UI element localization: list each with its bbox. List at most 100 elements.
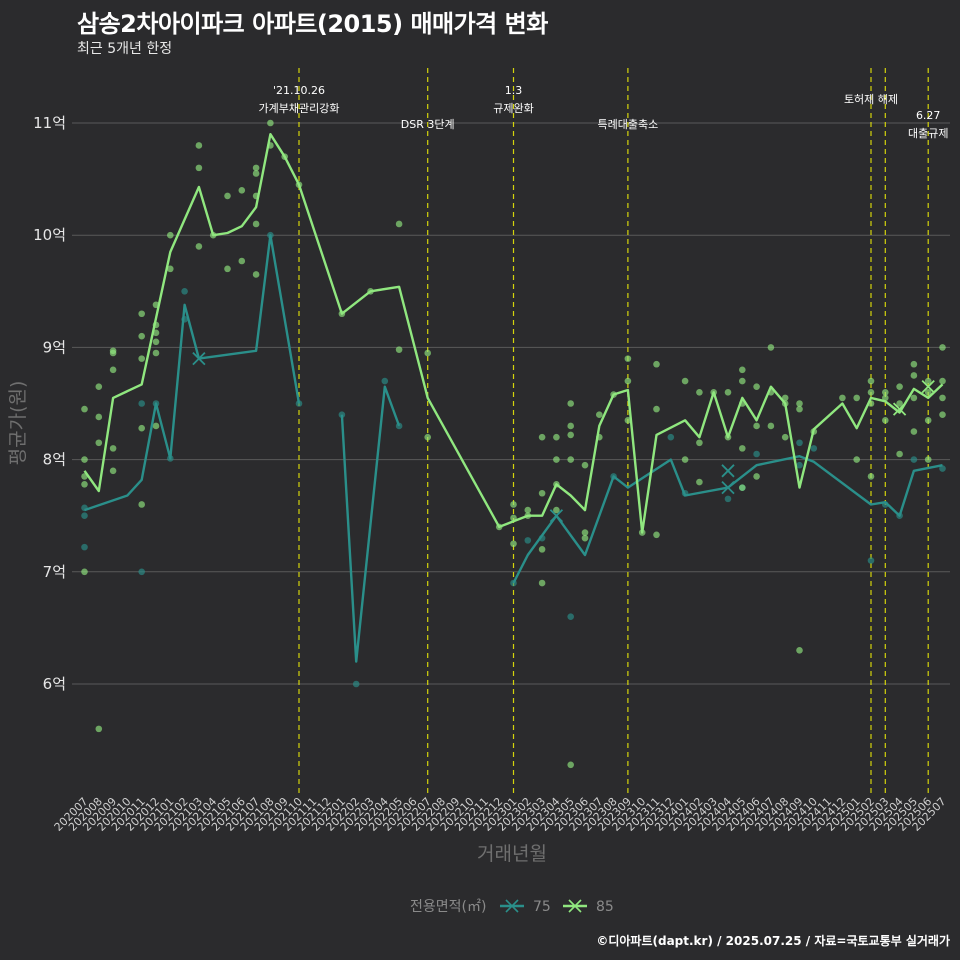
data-point-75 [352,680,360,688]
data-point-85 [252,170,260,177]
legend: 전용면적(㎡) 75 85 [410,899,614,915]
data-point-85 [81,480,88,488]
data-point-85 [939,377,946,385]
data-point-85 [567,422,574,430]
event-label: 1.3 [505,84,523,97]
data-point-85 [238,257,246,265]
data-point-85 [224,265,231,273]
y-tick-label: 8억 [43,451,66,469]
data-point-85 [138,424,145,432]
data-point-85 [152,349,160,357]
data-point-85 [109,366,117,374]
data-point-85 [395,220,403,228]
data-point-85 [510,501,517,508]
data-point-85 [109,349,117,357]
data-point-85 [252,220,260,228]
data-point-85 [781,394,789,402]
event-label: 대출규제 [908,127,948,140]
grid-layer: 6억 7억 8억 9억 10억 11억 [33,114,950,693]
data-point-85 [867,473,875,480]
data-point-85 [267,119,274,127]
data-point-75 [524,537,532,544]
data-point-85 [567,431,574,439]
data-point-85 [138,310,145,318]
data-point-85 [924,456,932,463]
data-point-85 [95,439,103,447]
data-point-85 [252,164,260,172]
data-point-85 [910,372,918,379]
series-line-85 [83,133,944,534]
marker-layer [192,351,935,523]
data-point-85 [95,725,103,733]
data-point-85 [739,445,746,452]
data-point-85 [796,647,803,654]
data-point-85 [567,400,574,407]
data-point-75 [910,456,918,463]
data-point-85 [624,355,632,362]
data-point-85 [753,473,760,480]
x-marker-85 [921,380,935,394]
data-point-85 [753,422,760,430]
data-point-85 [195,142,203,149]
data-point-85 [538,579,546,587]
data-point-85 [553,456,560,463]
data-point-85 [538,546,546,553]
data-point-75 [724,495,732,503]
data-point-85 [753,383,760,390]
data-point-75 [81,512,88,519]
x-marker-75 [721,464,735,478]
x-marker-75 [549,509,564,523]
data-point-85 [567,456,574,463]
y-tick-label: 9억 [43,338,66,356]
data-point-85 [553,506,560,514]
chart-title: 삼송2차아이파크 아파트(2015) 매매가격 변화 [77,10,548,38]
data-point-75 [381,377,389,385]
data-point-85 [152,422,160,430]
data-point-85 [896,383,903,390]
data-point-85 [424,433,432,441]
x-marker-85 [892,402,907,416]
data-point-85 [739,377,746,385]
legend-label-75: 75 [533,899,551,915]
data-point-85 [95,413,103,421]
data-point-85 [152,338,160,346]
data-point-85 [224,192,231,200]
event-label: 6.27 [916,109,941,122]
data-point-85 [939,394,946,402]
data-point-85 [767,422,775,430]
data-point-85 [882,417,889,424]
data-point-85 [767,344,775,351]
data-point-75 [667,433,675,441]
legend-item-85: 85 [563,899,614,915]
y-axis-title: 평균가(원) [7,381,29,466]
data-point-75 [567,613,574,620]
data-point-85 [896,450,903,458]
data-point-85 [567,761,574,769]
event-label: 특례대출축소 [598,118,659,131]
data-point-85 [867,377,875,385]
legend-item-75: 75 [500,899,551,915]
data-point-75 [138,568,145,576]
data-point-85 [81,456,88,463]
data-point-75 [867,557,875,564]
data-point-85 [624,377,632,385]
data-point-85 [739,484,746,491]
x-marker-75 [721,481,735,495]
event-label: DSR 3단계 [401,118,455,131]
data-point-85 [81,568,88,576]
source-caption: ©디아파트(dapt.kr) / 2025.07.25 / 자료=국토교통부 실… [596,934,950,948]
y-tick-label: 10억 [33,226,66,244]
data-point-85 [796,405,803,413]
data-point-75 [81,543,88,551]
data-point-85 [924,417,932,424]
data-point-75 [796,461,803,469]
data-point-85 [724,388,732,396]
data-point-85 [910,360,918,368]
data-point-85 [653,360,660,368]
data-point-75 [810,445,818,452]
event-label: 가계부채관리강화 [259,102,340,115]
data-point-85 [195,164,203,172]
data-point-85 [138,355,145,362]
data-point-85 [596,411,603,419]
data-point-75 [138,400,145,407]
